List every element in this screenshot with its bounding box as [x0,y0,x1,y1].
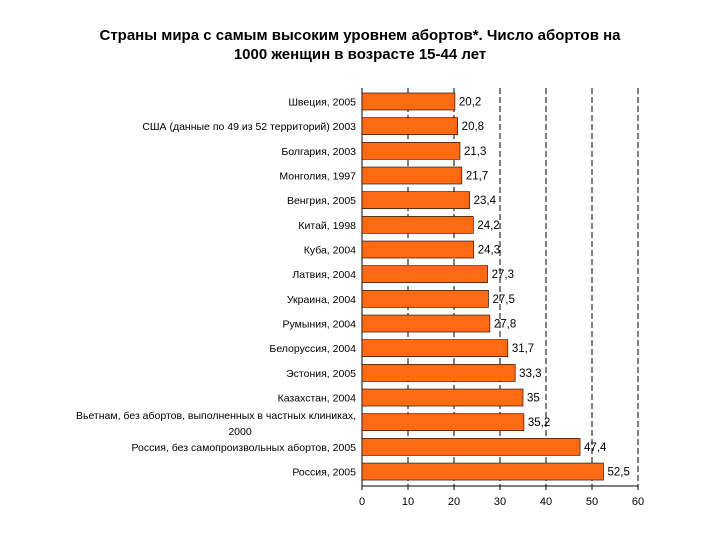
value-label-5: 24,2 [477,220,499,232]
chart-title-line-1: Страны мира с самым высоким уровнем абор… [99,27,621,44]
value-label-4: 23,4 [474,195,497,207]
x-tick-label-1: 10 [402,496,414,508]
category-label-15: Россия, 2005 [292,467,356,479]
category-label-8: Украина, 2004 [287,294,356,306]
x-tick-label-5: 50 [586,496,598,508]
category-label-9: Румыния, 2004 [283,319,357,331]
bar-8 [361,290,489,308]
bar-9 [361,314,491,333]
chart-title-line-2: 1000 женщин в возрасте 15-44 лет [233,46,487,63]
x-tick-label-4: 40 [540,496,552,508]
bar-10 [361,339,509,358]
bar-1 [361,117,458,135]
category-label-14: Россия, без самопроизвольных абортов, 20… [132,442,357,454]
value-label-12: 35 [527,393,540,405]
value-label-6: 24,3 [478,245,500,257]
category-label-13-line-1: Вьетнам, без абортов, выполненных в част… [76,410,356,422]
bar-12 [361,388,524,407]
bar-2 [361,142,461,160]
value-label-7: 27,3 [492,269,514,281]
x-tick-label-0: 0 [359,496,365,508]
category-label-13-line-2: 2000 [228,426,252,438]
category-label-7: Латвия, 2004 [292,269,356,281]
value-label-3: 21,7 [466,171,488,183]
bar-4 [361,191,470,209]
chart-title: Страны мира с самым высоким уровнем абор… [20,26,700,64]
category-label-4: Венгрия, 2005 [287,195,356,207]
value-label-2: 21,3 [464,146,486,158]
value-label-8: 27,5 [493,294,515,306]
category-label-6: Куба, 2004 [304,245,356,257]
value-label-15: 52,5 [608,467,630,479]
bar-7 [361,265,488,283]
bar-13 [361,413,525,432]
category-label-10: Белоруссия, 2004 [269,343,356,355]
bar-15 [361,462,604,481]
category-label-1: США (данные по 49 из 52 территорий) 2003 [142,121,356,133]
category-label-11: Эстония, 2005 [286,368,356,380]
bar-6 [361,240,475,259]
value-label-11: 33,3 [519,368,541,380]
value-label-9: 27,8 [494,319,516,331]
value-label-13: 35,2 [528,417,550,429]
category-label-0: Швеция, 2005 [288,97,356,109]
category-label-3: Монголия, 1997 [279,171,356,183]
bar-3 [361,166,463,185]
value-label-1: 20,8 [462,121,484,133]
bar-5 [361,216,474,234]
category-label-12: Казахстан, 2004 [278,393,357,405]
bar-11 [361,364,516,382]
bar-0 [361,92,456,111]
value-label-0: 20,2 [459,97,481,109]
value-label-10: 31,7 [512,343,534,355]
x-tick-label-2: 20 [448,496,460,508]
value-label-14: 47,4 [584,442,607,454]
x-tick-label-6: 60 [632,496,644,508]
bar-14 [361,438,581,456]
x-tick-label-3: 30 [494,496,506,508]
category-label-5: Китай, 1998 [298,220,356,232]
category-label-2: Болгария, 2003 [281,146,356,158]
